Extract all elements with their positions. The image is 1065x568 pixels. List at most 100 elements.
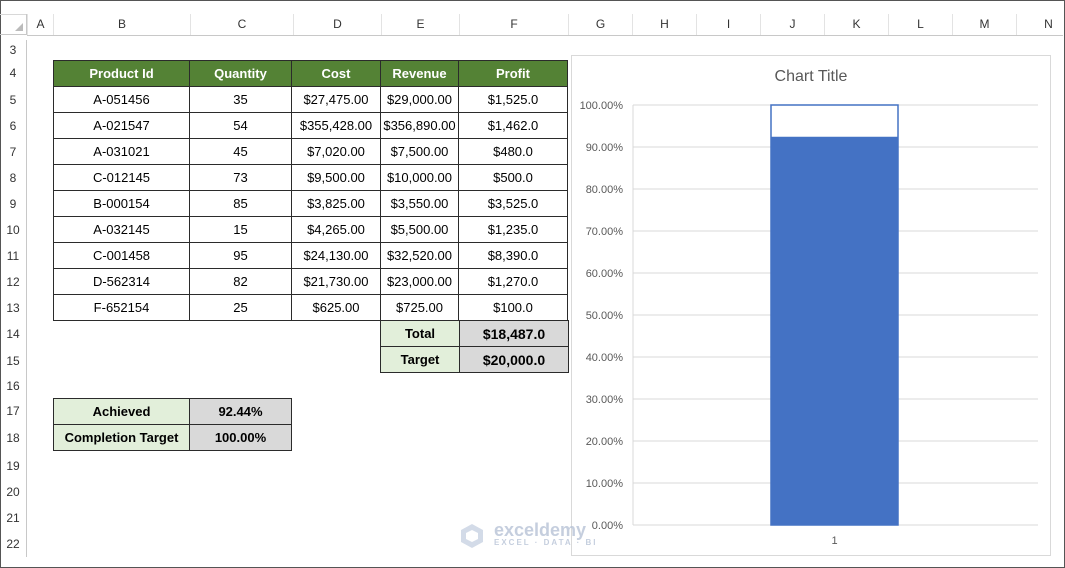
table-cell[interactable]: $32,520.00	[380, 242, 459, 269]
chart-title[interactable]: Chart Title	[774, 68, 848, 85]
header-quantity[interactable]: Quantity	[189, 60, 292, 87]
table-cell[interactable]: D-562314	[53, 268, 190, 295]
column-header-k[interactable]: K	[824, 14, 888, 35]
row-header-11[interactable]: 11	[0, 243, 27, 269]
row-header-4[interactable]: 4	[0, 60, 27, 87]
column-header-e[interactable]: E	[381, 14, 459, 35]
table-cell[interactable]: A-021547	[53, 112, 190, 139]
row-header-21[interactable]: 21	[0, 505, 27, 531]
table-cell[interactable]: 85	[189, 190, 292, 217]
table-row: C-012145 73 $9,500.00 $10,000.00 $500.0	[53, 164, 568, 191]
table-cell[interactable]: $500.0	[458, 164, 568, 191]
row-header-13[interactable]: 13	[0, 295, 27, 321]
table-cell[interactable]: $1,525.0	[458, 86, 568, 113]
table-cell[interactable]: $3,825.00	[291, 190, 381, 217]
header-profit[interactable]: Profit	[458, 60, 568, 87]
column-header-i[interactable]: I	[696, 14, 760, 35]
table-cell[interactable]: $1,270.0	[458, 268, 568, 295]
table-cell[interactable]: 82	[189, 268, 292, 295]
achieved-label[interactable]: Achieved	[53, 398, 190, 425]
row-header-14[interactable]: 14	[0, 321, 27, 347]
completion-value[interactable]: 100.00%	[189, 424, 292, 451]
column-header-b[interactable]: B	[53, 14, 190, 35]
column-header-d[interactable]: D	[293, 14, 381, 35]
table-cell[interactable]: $4,265.00	[291, 216, 381, 243]
column-header-m[interactable]: M	[952, 14, 1016, 35]
table-cell[interactable]: C-001458	[53, 242, 190, 269]
row-header-10[interactable]: 10	[0, 217, 27, 243]
row-header-15[interactable]: 15	[0, 347, 27, 375]
table-cell[interactable]: $1,462.0	[458, 112, 568, 139]
row-header-7[interactable]: 7	[0, 139, 27, 165]
row-header-8[interactable]: 8	[0, 165, 27, 191]
table-cell[interactable]: $27,475.00	[291, 86, 381, 113]
row-header-3[interactable]: 3	[0, 40, 27, 60]
table-cell[interactable]: F-652154	[53, 294, 190, 321]
table-cell[interactable]: $100.0	[458, 294, 568, 321]
table-cell[interactable]: $725.00	[380, 294, 459, 321]
table-cell[interactable]: $355,428.00	[291, 112, 381, 139]
table-cell[interactable]: $1,235.0	[458, 216, 568, 243]
table-cell[interactable]: $3,525.0	[458, 190, 568, 217]
table-cell[interactable]: $8,390.0	[458, 242, 568, 269]
y-tick-label: 0.00%	[592, 520, 623, 532]
table-cell[interactable]: 35	[189, 86, 292, 113]
column-header-h[interactable]: H	[632, 14, 696, 35]
total-value[interactable]: $18,487.0	[459, 320, 569, 347]
y-tick-label: 90.00%	[586, 142, 624, 154]
table-cell[interactable]: 95	[189, 242, 292, 269]
table-cell[interactable]: 15	[189, 216, 292, 243]
row-header-18[interactable]: 18	[0, 424, 27, 453]
row-header-5[interactable]: 5	[0, 87, 27, 113]
header-cost[interactable]: Cost	[291, 60, 381, 87]
table-cell[interactable]: 73	[189, 164, 292, 191]
table-cell[interactable]: $7,020.00	[291, 138, 381, 165]
table-cell[interactable]: $3,550.00	[380, 190, 459, 217]
table-cell[interactable]: $9,500.00	[291, 164, 381, 191]
achieved-bar	[771, 136, 898, 525]
table-cell[interactable]: $23,000.00	[380, 268, 459, 295]
table-cell[interactable]: $24,130.00	[291, 242, 381, 269]
column-header-g[interactable]: G	[568, 14, 632, 35]
row-header-19[interactable]: 19	[0, 453, 27, 479]
completion-label[interactable]: Completion Target	[53, 424, 190, 451]
progress-chart[interactable]: Chart Title 0.00% 10.00% 20.00% 30.00% 40.00…	[571, 55, 1051, 556]
column-header-j[interactable]: J	[760, 14, 824, 35]
table-cell[interactable]: A-031021	[53, 138, 190, 165]
table-cell[interactable]: 25	[189, 294, 292, 321]
header-product-id[interactable]: Product Id	[53, 60, 190, 87]
table-cell[interactable]: $7,500.00	[380, 138, 459, 165]
column-header-c[interactable]: C	[190, 14, 293, 35]
column-header-f[interactable]: F	[459, 14, 568, 35]
table-cell[interactable]: $625.00	[291, 294, 381, 321]
row-header-20[interactable]: 20	[0, 479, 27, 505]
table-cell[interactable]: $480.0	[458, 138, 568, 165]
row-header-6[interactable]: 6	[0, 113, 27, 139]
table-cell[interactable]: C-012145	[53, 164, 190, 191]
target-value[interactable]: $20,000.0	[459, 346, 569, 373]
table-cell[interactable]: 54	[189, 112, 292, 139]
target-label[interactable]: Target	[380, 346, 460, 373]
header-revenue[interactable]: Revenue	[380, 60, 459, 87]
total-label[interactable]: Total	[380, 320, 460, 347]
select-all-corner[interactable]	[0, 14, 27, 35]
column-header-n[interactable]: N	[1016, 14, 1065, 35]
row-header-9[interactable]: 9	[0, 191, 27, 217]
table-row: A-031021 45 $7,020.00 $7,500.00 $480.0	[53, 138, 568, 165]
row-header-22[interactable]: 22	[0, 531, 27, 557]
table-cell[interactable]: 45	[189, 138, 292, 165]
table-cell[interactable]: B-000154	[53, 190, 190, 217]
column-header-l[interactable]: L	[888, 14, 952, 35]
row-header-17[interactable]: 17	[0, 398, 27, 424]
table-cell[interactable]: A-032145	[53, 216, 190, 243]
table-cell[interactable]: $21,730.00	[291, 268, 381, 295]
table-cell[interactable]: A-051456	[53, 86, 190, 113]
column-header-a[interactable]: A	[27, 14, 53, 35]
row-header-16[interactable]: 16	[0, 375, 27, 398]
table-cell[interactable]: $5,500.00	[380, 216, 459, 243]
table-cell[interactable]: $356,890.00	[380, 112, 459, 139]
table-cell[interactable]: $29,000.00	[380, 86, 459, 113]
table-cell[interactable]: $10,000.00	[380, 164, 459, 191]
row-header-12[interactable]: 12	[0, 269, 27, 295]
achieved-value[interactable]: 92.44%	[189, 398, 292, 425]
